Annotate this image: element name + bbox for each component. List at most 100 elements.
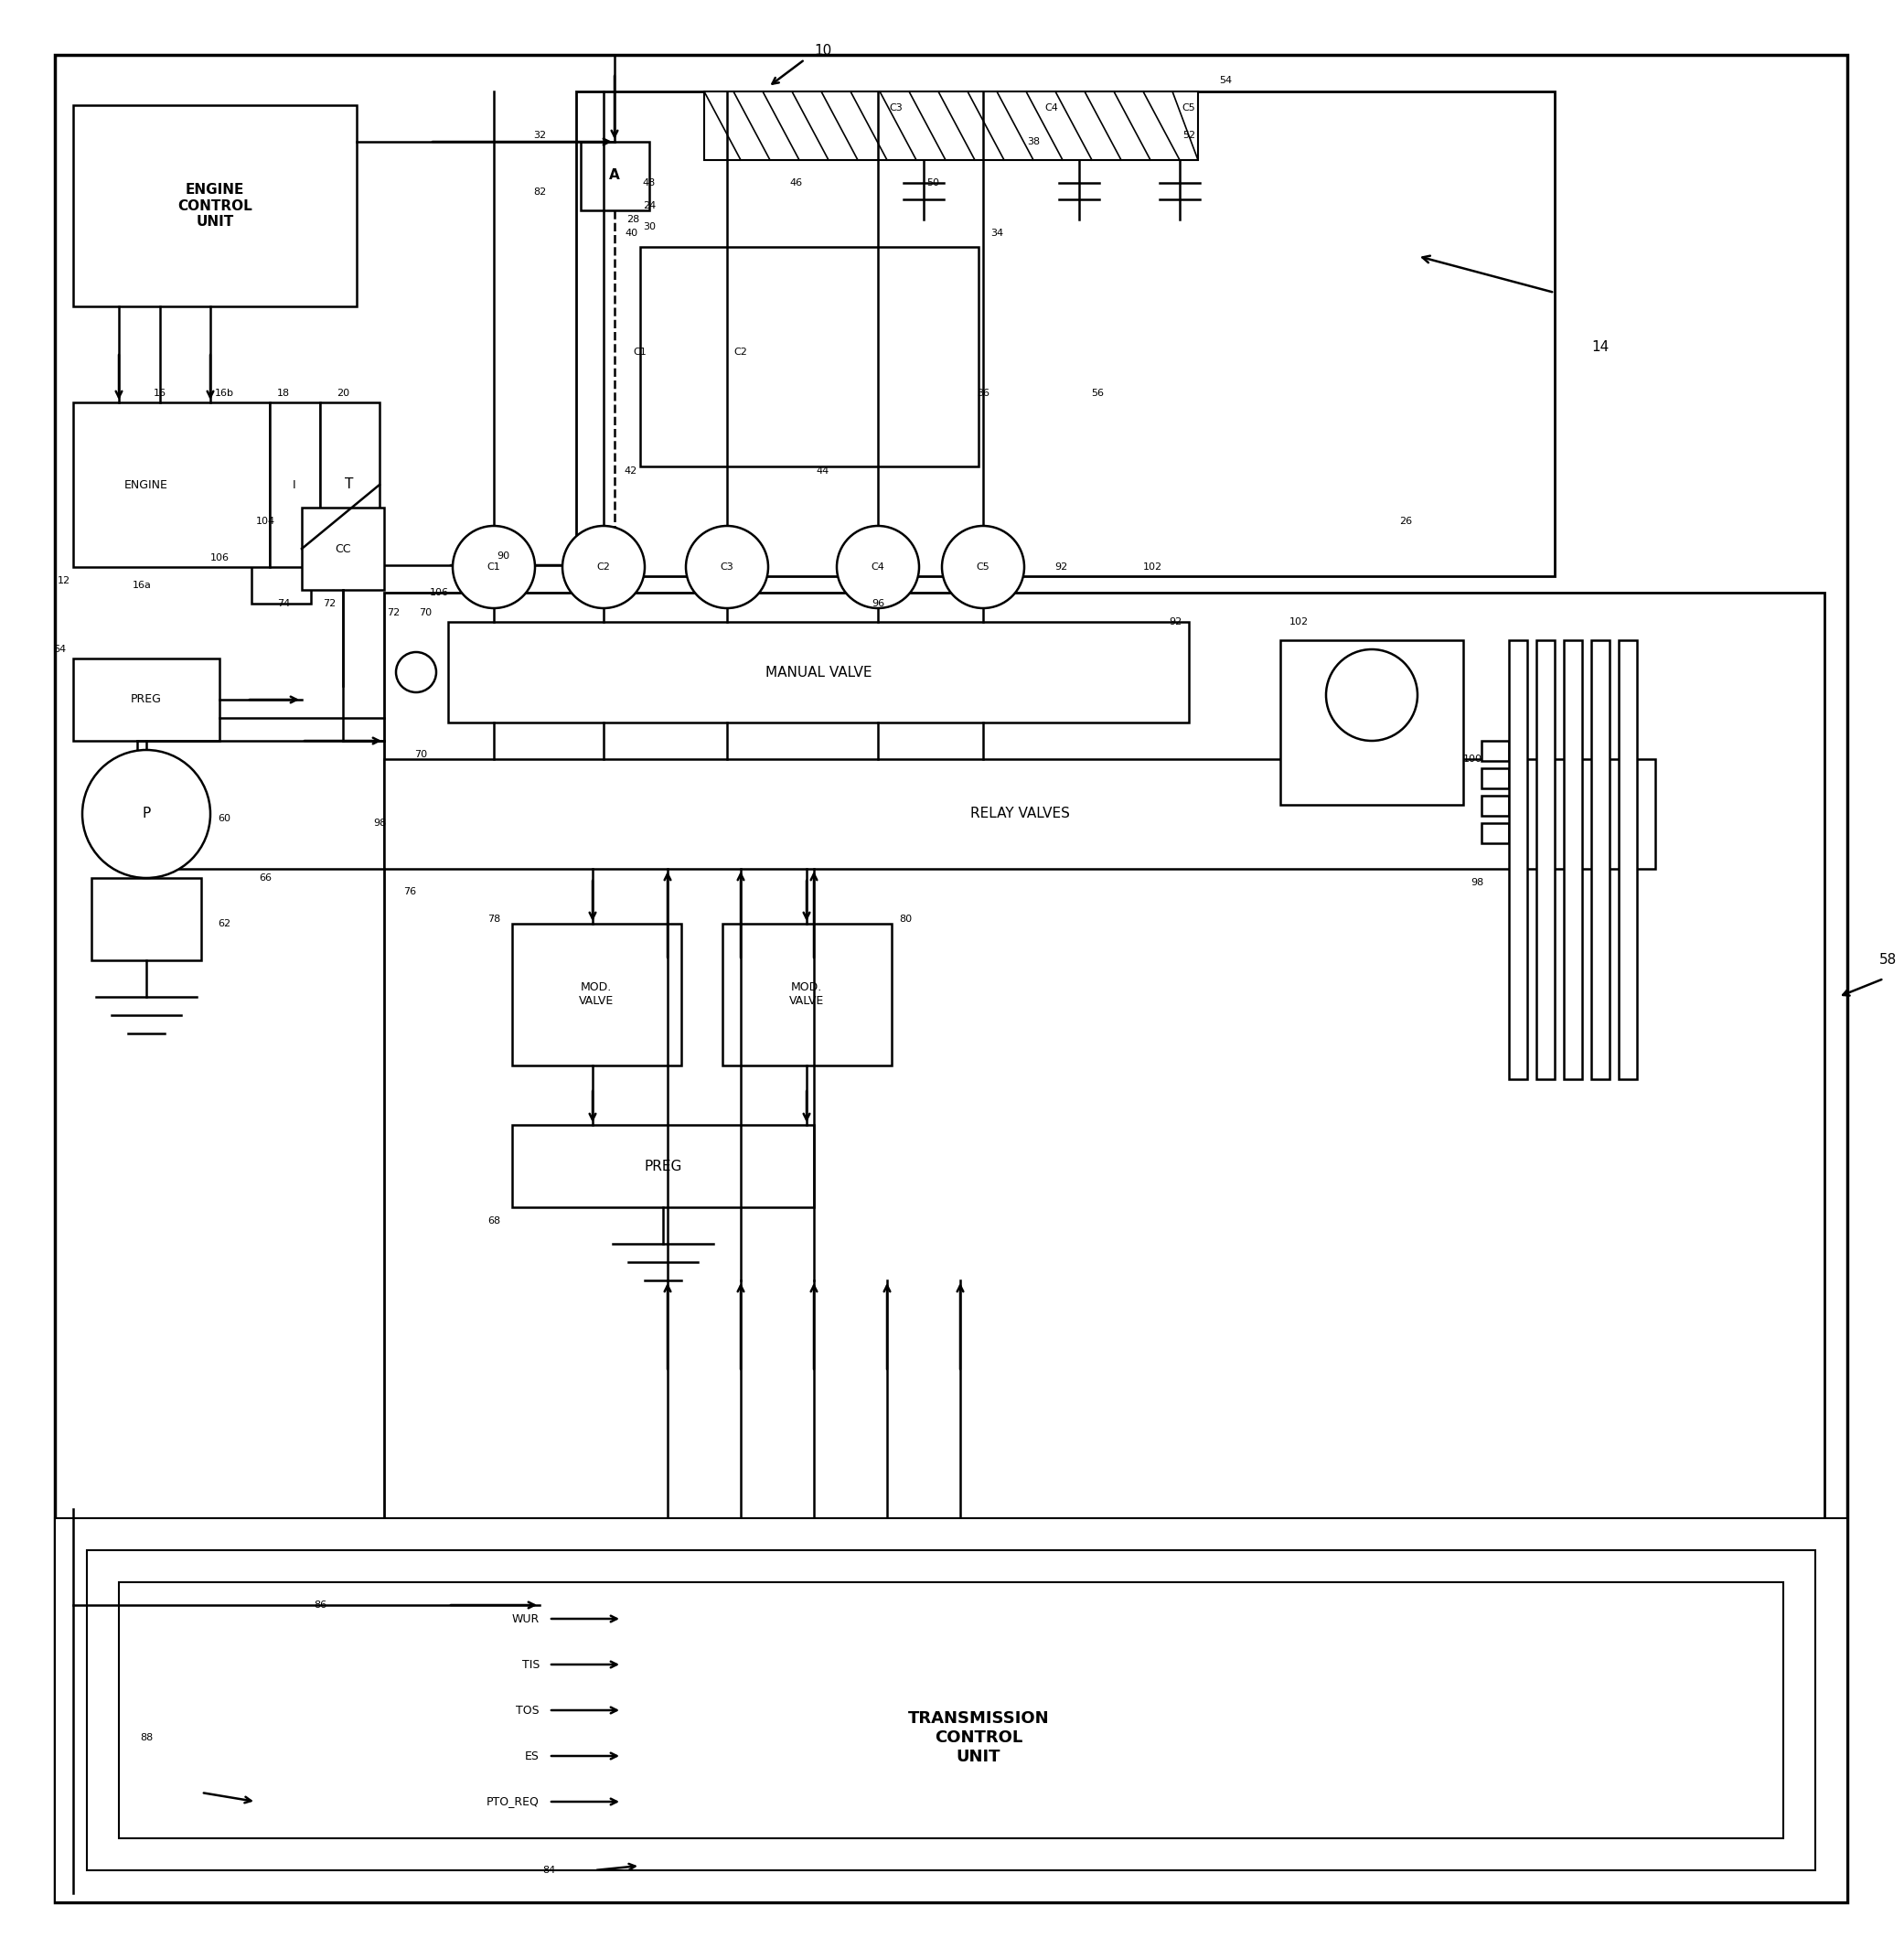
- Text: 100: 100: [1462, 754, 1481, 764]
- Text: 60: 60: [217, 813, 230, 823]
- Bar: [722, 925, 891, 1066]
- Text: 106: 106: [209, 552, 228, 562]
- Text: 90: 90: [497, 552, 510, 560]
- Circle shape: [82, 750, 209, 878]
- Text: P: P: [143, 807, 150, 821]
- Text: 72: 72: [387, 607, 400, 617]
- Bar: [72, 658, 219, 741]
- Text: 16: 16: [154, 388, 166, 398]
- Text: C5: C5: [1182, 104, 1196, 112]
- Bar: [55, 1518, 1847, 1902]
- Text: PREG: PREG: [131, 693, 162, 705]
- Text: C1: C1: [634, 347, 647, 357]
- Text: T: T: [345, 478, 354, 492]
- Bar: [1537, 641, 1556, 1079]
- Text: 20: 20: [337, 388, 350, 398]
- Text: 70: 70: [415, 750, 426, 758]
- Text: 102: 102: [1289, 617, 1308, 627]
- Text: 44: 44: [817, 466, 830, 476]
- Circle shape: [1325, 648, 1417, 741]
- Bar: [320, 402, 379, 566]
- Bar: [577, 92, 1556, 576]
- Text: TRANSMISSION
CONTROL
UNIT: TRANSMISSION CONTROL UNIT: [908, 1710, 1049, 1765]
- Text: 38: 38: [1026, 137, 1040, 147]
- Text: 48: 48: [644, 178, 655, 188]
- Text: 106: 106: [430, 588, 449, 597]
- Text: 76: 76: [404, 887, 417, 897]
- Text: 68: 68: [487, 1217, 501, 1226]
- Text: 72: 72: [322, 599, 335, 607]
- Bar: [118, 1583, 1784, 1838]
- Text: C2: C2: [733, 347, 748, 357]
- Text: C2: C2: [596, 562, 611, 572]
- Bar: [512, 1124, 813, 1207]
- Text: 98: 98: [373, 819, 387, 829]
- Text: C5: C5: [977, 562, 990, 572]
- Text: 16a: 16a: [131, 580, 150, 590]
- Text: 92: 92: [1169, 617, 1182, 627]
- Text: ES: ES: [526, 1749, 539, 1761]
- Bar: [1481, 741, 1510, 760]
- Text: 80: 80: [899, 915, 912, 925]
- Text: 102: 102: [1142, 562, 1161, 572]
- Text: 84: 84: [543, 1865, 556, 1875]
- Text: 34: 34: [990, 229, 1003, 237]
- Text: 58: 58: [1879, 954, 1896, 968]
- Bar: [623, 1610, 1335, 1865]
- Bar: [1618, 641, 1637, 1079]
- Bar: [1279, 641, 1462, 805]
- Bar: [385, 758, 1655, 870]
- Text: 50: 50: [927, 178, 939, 188]
- Circle shape: [942, 525, 1024, 607]
- Text: 92: 92: [1055, 562, 1068, 572]
- Text: 24: 24: [644, 202, 655, 210]
- Text: 16b: 16b: [215, 388, 234, 398]
- Text: 26: 26: [1399, 517, 1413, 525]
- Text: TIS: TIS: [522, 1659, 539, 1671]
- Bar: [385, 594, 1824, 1546]
- Text: 54: 54: [1219, 76, 1232, 84]
- Circle shape: [685, 525, 767, 607]
- Text: TOS: TOS: [516, 1704, 539, 1716]
- Text: 12: 12: [57, 576, 70, 586]
- Bar: [512, 925, 682, 1066]
- Bar: [1481, 823, 1510, 842]
- Bar: [72, 106, 356, 306]
- Text: 40: 40: [625, 229, 638, 237]
- Text: PTO_REQ: PTO_REQ: [487, 1796, 539, 1808]
- Text: 70: 70: [419, 607, 432, 617]
- Bar: [1481, 795, 1510, 815]
- Text: C3: C3: [889, 104, 902, 112]
- Text: MANUAL VALVE: MANUAL VALVE: [765, 666, 872, 680]
- Text: WUR: WUR: [512, 1612, 539, 1624]
- Bar: [72, 402, 270, 566]
- Bar: [447, 621, 1188, 723]
- Circle shape: [453, 525, 535, 607]
- Text: PREG: PREG: [644, 1160, 682, 1173]
- Circle shape: [836, 525, 920, 607]
- Text: MOD.
VALVE: MOD. VALVE: [579, 981, 613, 1007]
- Text: I: I: [293, 478, 297, 490]
- Circle shape: [562, 525, 645, 607]
- Text: 56: 56: [1091, 388, 1104, 398]
- Text: A: A: [609, 168, 621, 182]
- Text: 28: 28: [626, 215, 640, 223]
- Bar: [581, 141, 649, 210]
- Text: MOD.
VALVE: MOD. VALVE: [788, 981, 824, 1007]
- Bar: [251, 545, 310, 603]
- Text: 78: 78: [487, 915, 501, 925]
- Text: 64: 64: [53, 645, 67, 654]
- Text: RELAY VALVES: RELAY VALVES: [969, 807, 1070, 821]
- Bar: [88, 1550, 1815, 1871]
- Text: 14: 14: [1592, 341, 1609, 355]
- Bar: [1481, 768, 1510, 788]
- Text: 52: 52: [1182, 131, 1196, 139]
- Text: C3: C3: [720, 562, 733, 572]
- Text: ENGINE: ENGINE: [124, 478, 168, 490]
- Bar: [270, 402, 320, 566]
- Text: 36: 36: [977, 388, 990, 398]
- Text: C4: C4: [1045, 104, 1059, 112]
- Text: 30: 30: [644, 221, 655, 231]
- Text: 46: 46: [788, 178, 802, 188]
- Text: C4: C4: [872, 562, 885, 572]
